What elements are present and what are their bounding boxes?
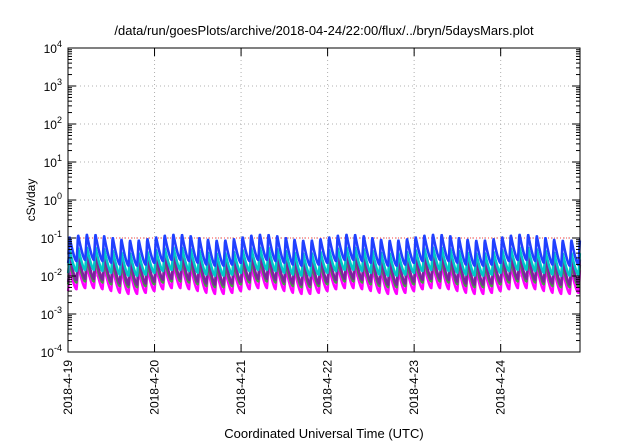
x-ticks: 2018-4-19 2018-4-20 2018-4-21 2018-4-22 2018… bbox=[61, 48, 508, 415]
series-line bbox=[67, 252, 581, 286]
x-tick-label: 2018-4-23 bbox=[407, 360, 421, 415]
x-tick-label: 2018-4-19 bbox=[61, 360, 75, 415]
x-axis-label: Coordinated Universal Time (UTC) bbox=[224, 426, 423, 441]
chart-title: /data/run/goesPlots/archive/2018-04-24/2… bbox=[114, 23, 534, 38]
series-line bbox=[67, 263, 581, 295]
y-tick-label: 100 bbox=[44, 191, 62, 208]
y-ticks: 104 103 102 101 100 10-1 10-2 10-3 10-4 bbox=[41, 39, 580, 360]
x-tick-label: 2018-4-24 bbox=[494, 360, 508, 415]
y-tick-label: 10-4 bbox=[41, 343, 62, 360]
x-tick-label: 2018-4-20 bbox=[148, 360, 162, 415]
y-tick-label: 104 bbox=[44, 39, 62, 56]
x-tick-label: 2018-4-22 bbox=[321, 360, 335, 415]
y-tick-label: 10-3 bbox=[41, 305, 62, 322]
series-line bbox=[67, 233, 581, 267]
y-tick-label: 102 bbox=[44, 115, 62, 132]
y-tick-label: 10-1 bbox=[41, 229, 62, 246]
y-axis-label: cSv/day bbox=[24, 179, 38, 222]
series-group bbox=[66, 233, 582, 296]
grid bbox=[68, 48, 580, 352]
series-line bbox=[67, 246, 581, 277]
series-line bbox=[67, 258, 581, 289]
y-tick-label: 101 bbox=[44, 153, 62, 170]
y-tick-label: 10-2 bbox=[41, 267, 62, 284]
y-tick-label: 103 bbox=[44, 77, 62, 94]
x-tick-label: 2018-4-21 bbox=[234, 360, 248, 415]
